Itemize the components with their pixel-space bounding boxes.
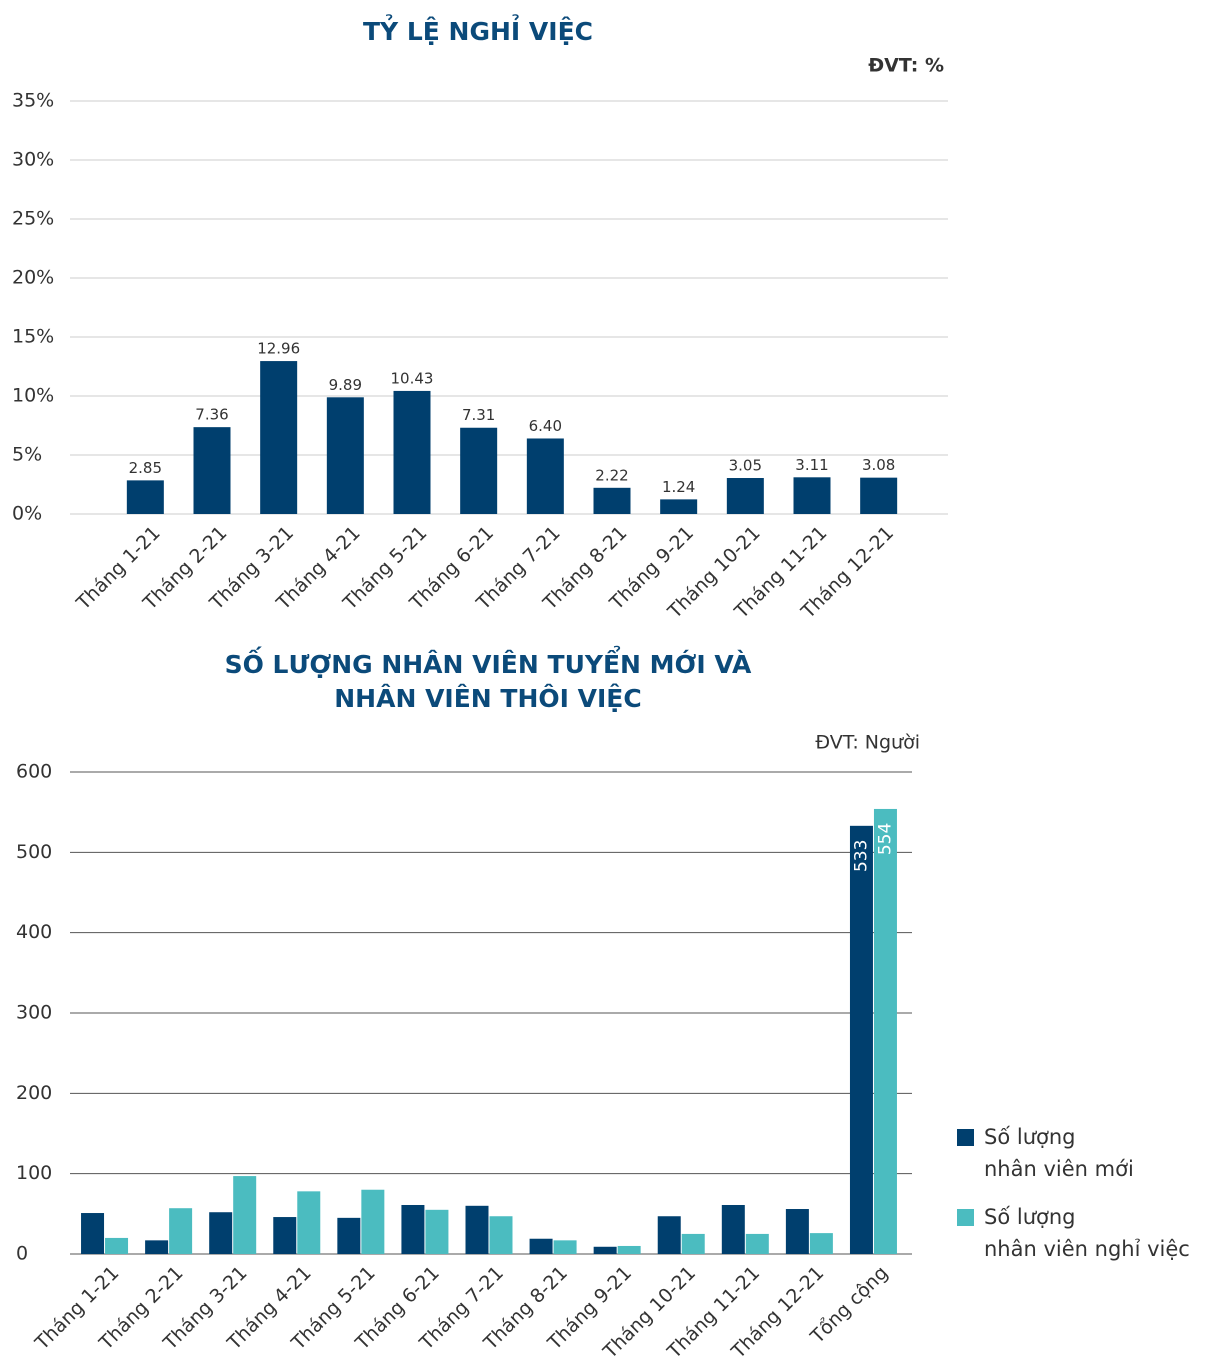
bar <box>873 808 897 1254</box>
bar <box>126 480 164 514</box>
y-tick-label: 300 <box>16 1002 52 1024</box>
data-label: 7.31 <box>462 406 495 424</box>
chart-title: SỐ LƯỢNG NHÂN VIÊN TUYỂN MỚI VÀ <box>225 645 752 679</box>
legend-label: Số lượng nhân viên mới <box>984 1125 1134 1181</box>
bar <box>193 427 231 514</box>
y-tick-label: 500 <box>16 841 52 863</box>
legend-swatch <box>957 1209 974 1226</box>
bar <box>553 1240 577 1254</box>
bar <box>361 1189 385 1254</box>
bar <box>529 1238 553 1254</box>
bar <box>745 1233 769 1254</box>
bar <box>273 1217 297 1254</box>
y-tick-label: 200 <box>16 1082 52 1104</box>
bar <box>81 1213 105 1254</box>
legend-swatch <box>957 1129 974 1146</box>
bar <box>145 1240 169 1254</box>
bar <box>393 390 431 514</box>
y-tick-label: 30% <box>12 149 54 171</box>
data-label: 6.40 <box>529 417 562 435</box>
chart-title: NHÂN VIÊN THÔI VIỆC <box>334 683 641 713</box>
data-label: 7.36 <box>195 406 228 424</box>
data-label: 10.43 <box>391 369 434 387</box>
bar <box>460 427 498 514</box>
y-tick-label: 0 <box>16 1243 28 1265</box>
bar <box>105 1237 129 1254</box>
bar <box>849 825 873 1254</box>
bar <box>785 1209 809 1254</box>
bar <box>617 1245 641 1254</box>
data-label: 3.08 <box>862 456 895 474</box>
bar <box>169 1208 193 1254</box>
legend-label: Số lượng nhân viên nghỉ việc <box>984 1205 1190 1261</box>
y-tick-label: 600 <box>16 761 52 783</box>
y-tick-label: 400 <box>16 921 52 943</box>
bar <box>260 361 298 514</box>
bar <box>209 1212 233 1254</box>
data-label: 554 <box>875 823 895 855</box>
bar <box>337 1217 361 1254</box>
bar <box>726 478 764 514</box>
bar <box>681 1233 705 1254</box>
unit-label: ĐVT: % <box>868 55 944 77</box>
chart-title: TỶ LỆ NGHỈ VIỆC <box>363 13 593 46</box>
y-tick-label: 0% <box>12 503 42 525</box>
data-label: 9.89 <box>329 376 362 394</box>
unit-label: ĐVT: Người <box>815 732 920 754</box>
bar <box>660 499 698 514</box>
bar <box>593 487 631 514</box>
bar <box>526 438 564 514</box>
y-tick-label: 25% <box>12 208 54 230</box>
y-tick-label: 20% <box>12 267 54 289</box>
bar <box>326 397 364 514</box>
bar <box>793 477 831 514</box>
bar <box>425 1209 449 1254</box>
y-tick-label: 5% <box>12 444 42 466</box>
y-tick-label: 15% <box>12 326 54 348</box>
data-label: 12.96 <box>257 340 300 358</box>
y-tick-label: 35% <box>12 90 54 112</box>
y-tick-label: 10% <box>12 385 54 407</box>
bar <box>465 1205 489 1254</box>
bar <box>401 1204 425 1254</box>
bar <box>233 1176 257 1254</box>
data-label: 2.22 <box>595 466 628 484</box>
data-label: 533 <box>851 840 871 872</box>
data-label: 3.05 <box>729 457 762 475</box>
bar <box>593 1246 617 1254</box>
data-label: 3.11 <box>795 456 828 474</box>
data-label: 2.85 <box>129 459 162 477</box>
bar <box>657 1216 681 1254</box>
bar <box>297 1191 321 1254</box>
bar <box>809 1233 833 1254</box>
y-tick-label: 100 <box>16 1162 52 1184</box>
bar <box>721 1204 745 1254</box>
data-label: 1.24 <box>662 478 695 496</box>
bar <box>489 1216 513 1254</box>
bar <box>860 477 898 514</box>
